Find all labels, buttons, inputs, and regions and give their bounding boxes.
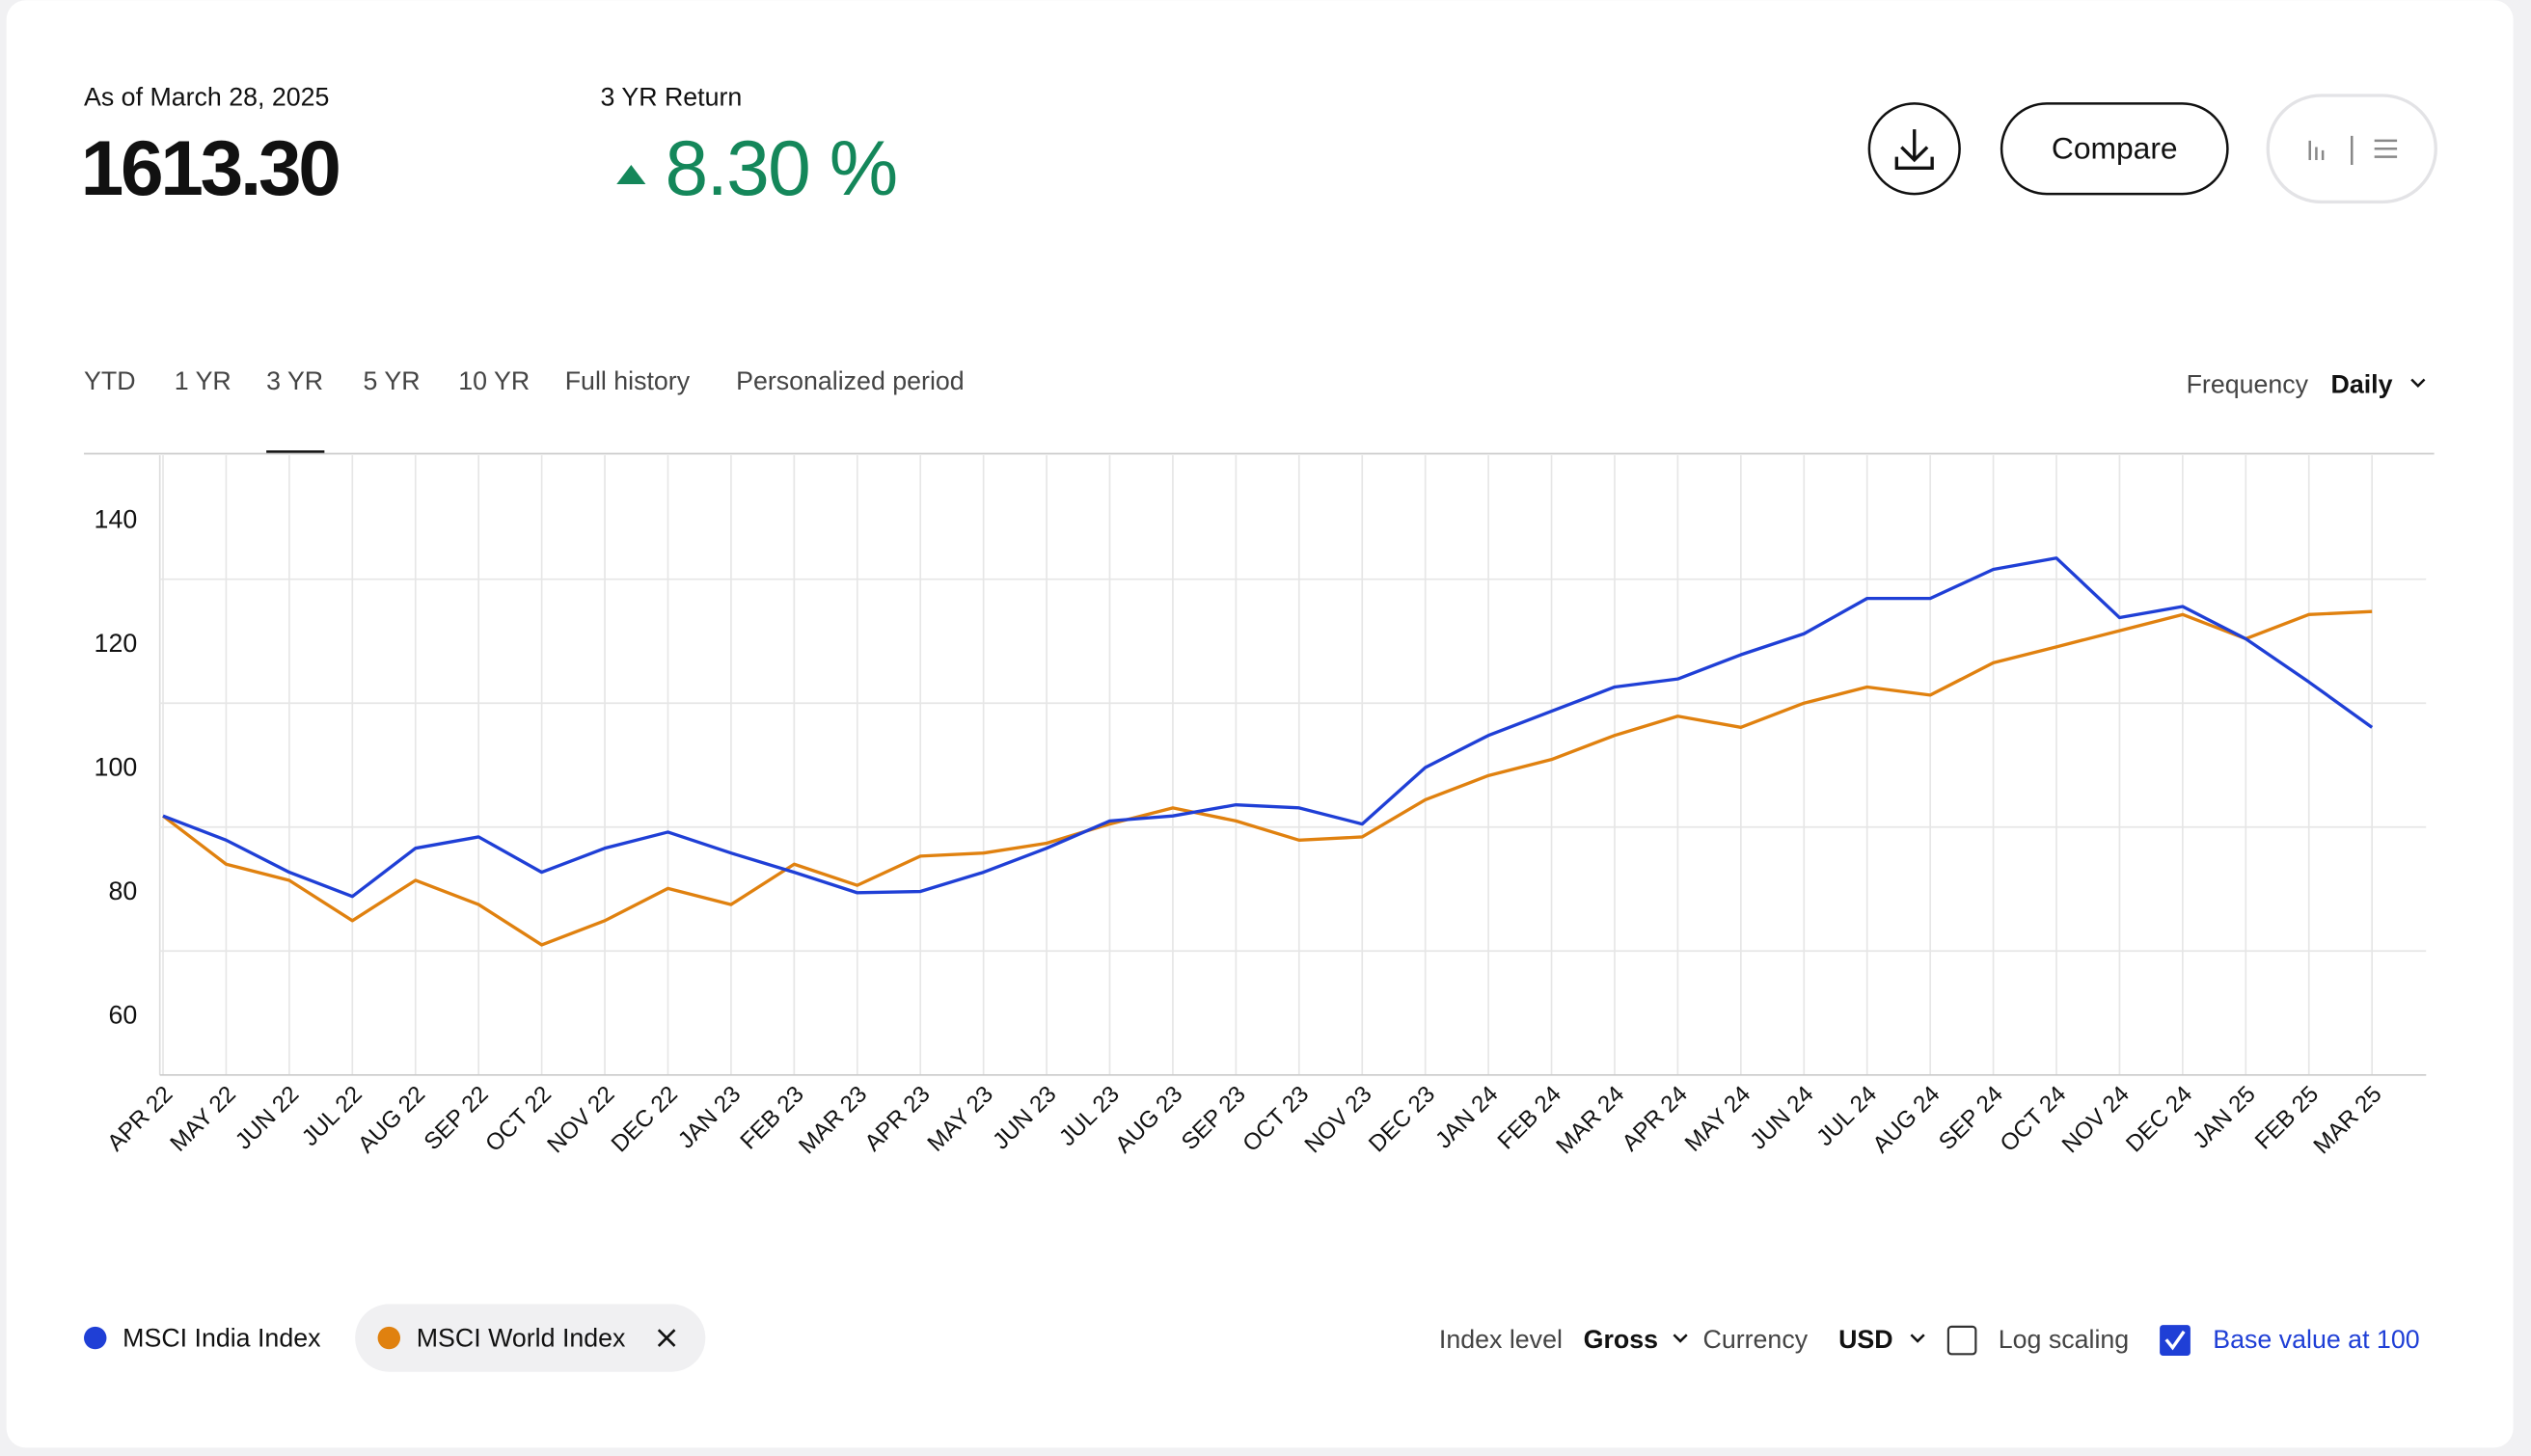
period-tab[interactable]: Full history [565,366,691,395]
check-mark [2164,1330,2186,1351]
index-level-label: Index level [1439,1325,1563,1354]
y-tick-label: 80 [108,876,137,905]
y-tick-label: 100 [95,753,138,782]
period-tab[interactable]: 1 YR [175,366,231,395]
y-tick-label: 140 [95,505,138,534]
index-level: 1613.30 [81,125,340,212]
legend-label[interactable]: MSCI India Index [122,1323,321,1352]
period-tab[interactable]: 3 YR [266,366,323,395]
chevron[interactable] [1673,1334,1688,1343]
remove-series[interactable] [657,1329,676,1347]
period-tab[interactable]: Personalized period [736,366,965,395]
currency-label: Currency [1703,1325,1809,1354]
period-tab[interactable]: 10 YR [458,366,530,395]
chevron[interactable] [1910,1334,1925,1343]
legend-label[interactable]: MSCI World Index [417,1323,626,1352]
log-checkbox[interactable] [1946,1325,1977,1356]
legend-swatch [377,1326,401,1350]
return-value: 8.30 % [665,125,896,212]
legend-chip [355,1304,706,1372]
y-tick-label: 60 [108,1001,137,1030]
card [6,0,2514,1448]
period-tab[interactable]: YTD [84,366,136,395]
index-level-value[interactable]: Gross [1584,1325,1658,1354]
legend-swatch [84,1326,107,1350]
base-checkbox[interactable] [2160,1325,2191,1356]
frequency-value[interactable]: Daily [2330,369,2392,398]
up-arrow [616,164,646,185]
currency-value[interactable]: USD [1838,1325,1893,1354]
log-label: Log scaling [1999,1325,2129,1354]
view-toggle[interactable] [2266,94,2437,204]
y-tick-label: 120 [95,629,138,658]
compare-button[interactable] [2000,102,2229,196]
series-line [162,609,2373,947]
download-button[interactable] [1867,102,1961,196]
base-label: Base value at 100 [2213,1325,2419,1354]
frequency-label: Frequency [2187,369,2309,398]
period-tab[interactable]: 5 YR [364,366,421,395]
series-line [162,556,2374,899]
return-label: 3 YR Return [601,82,743,111]
compare-label[interactable]: Compare [2052,130,2178,165]
as-of: As of March 28, 2025 [84,82,329,111]
chevron[interactable] [2410,378,2426,388]
